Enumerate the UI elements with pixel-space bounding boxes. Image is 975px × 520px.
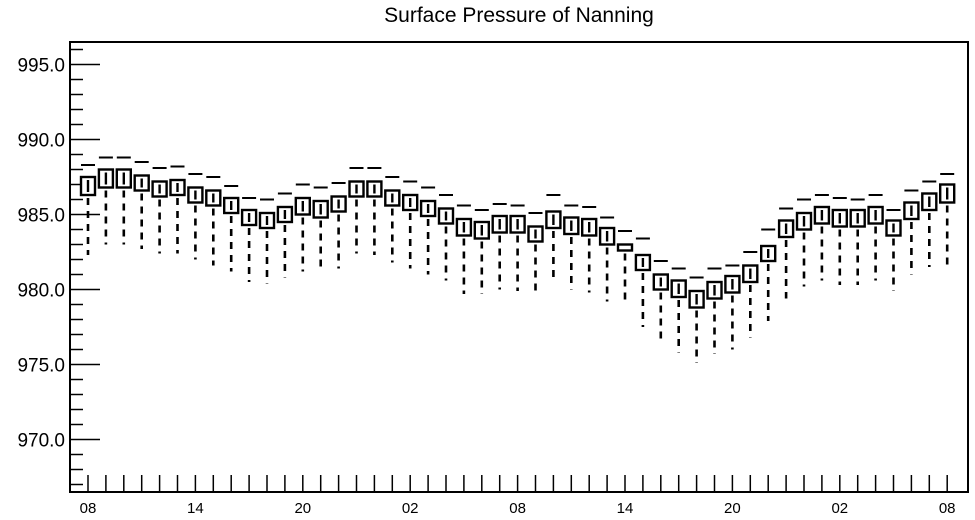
x-tick-label: 02 <box>831 500 848 517</box>
box-item <box>724 264 741 350</box>
box-item <box>831 197 848 285</box>
box-item <box>706 267 723 354</box>
box-item <box>598 216 616 302</box>
box-item <box>115 156 133 245</box>
box-item <box>384 176 401 263</box>
box-item <box>545 194 562 282</box>
box-item <box>294 183 311 272</box>
box-item <box>652 260 669 344</box>
y-tick-label: 970.0 <box>17 431 65 452</box>
box-item <box>97 156 115 245</box>
box-item <box>509 204 526 291</box>
box-item <box>151 167 168 254</box>
box-item <box>169 165 186 254</box>
y-tick-label: 975.0 <box>17 356 65 377</box>
box-item <box>79 164 97 255</box>
box-item <box>688 276 705 363</box>
y-tick-label: 990.0 <box>17 131 65 152</box>
x-tick-label: 08 <box>939 500 956 517</box>
box-item <box>276 192 294 278</box>
box-item <box>222 185 240 272</box>
box-item <box>133 161 150 249</box>
box-item <box>921 180 938 267</box>
box-item <box>348 167 365 254</box>
box-item <box>760 228 777 321</box>
box-item <box>419 186 437 275</box>
box-item <box>867 194 884 281</box>
box-item <box>742 251 759 338</box>
boxes <box>79 156 956 363</box>
box-item <box>491 203 508 290</box>
x-tick-label: 14 <box>617 500 634 517</box>
box-item <box>849 198 866 285</box>
box <box>616 243 634 252</box>
y-tick-label: 995.0 <box>17 56 65 77</box>
y-tick-label: 985.0 <box>17 206 65 227</box>
box-item <box>205 176 222 266</box>
box-item <box>563 204 580 290</box>
box-item <box>366 167 383 255</box>
x-tick-label: 02 <box>402 500 419 517</box>
box-item <box>473 209 490 294</box>
box-item <box>885 209 902 291</box>
x-tick-label: 14 <box>187 500 204 517</box>
box-item <box>903 189 920 275</box>
x-tick-label: 20 <box>294 500 311 517</box>
box-item <box>258 198 276 284</box>
box-item <box>634 237 652 327</box>
box-item <box>240 197 258 282</box>
axes: 970.0 975.0 980.0 985.0 990.0 995.0 08 14 20 02 08… <box>17 41 969 517</box>
y-tick-label: 980.0 <box>17 281 65 302</box>
box-item <box>813 194 831 281</box>
x-tick-label: 08 <box>80 500 97 517</box>
box-item <box>581 206 598 293</box>
box-item <box>312 186 329 272</box>
box-item <box>187 173 204 260</box>
box-item <box>455 204 473 294</box>
box-item <box>437 194 455 281</box>
x-tick-label: 08 <box>509 500 526 517</box>
box-item <box>527 212 544 296</box>
chart-title: Surface Pressure of Nanning <box>384 4 654 27</box>
box-item <box>330 182 347 269</box>
box-item <box>616 230 634 302</box>
x-tick-label: 20 <box>724 500 741 517</box>
plot-frame <box>69 41 969 493</box>
box-item <box>777 207 795 299</box>
box-item <box>670 267 687 353</box>
box-item <box>939 173 956 266</box>
box-item <box>402 180 419 269</box>
box-item <box>795 198 813 287</box>
